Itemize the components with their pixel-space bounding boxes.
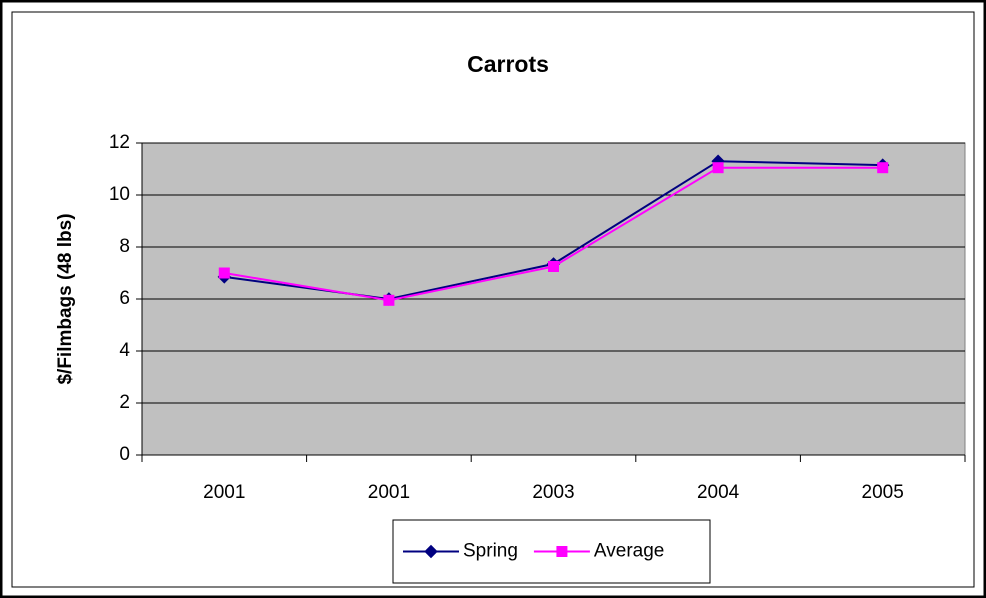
y-tick-label: 8 [119,236,130,257]
chart-title: Carrots [467,51,549,77]
legend-marker [424,544,438,559]
point [218,267,230,279]
y-tick-label: 0 [119,444,130,465]
x-tick-label: 2001 [368,482,410,503]
legend-label: Average [594,541,664,562]
legend-marker [556,546,568,557]
y-tick-label: 12 [109,132,130,153]
x-tick-label: 2001 [203,482,245,503]
y-tick-label: 6 [119,288,130,309]
point [712,162,724,174]
y-tick-label: 4 [119,340,130,361]
x-tick-label: 2005 [862,482,904,503]
point [877,162,889,174]
y-axis-label: $/Filmbags (48 lbs) [55,213,76,384]
y-tick-label: 2 [119,392,130,413]
point [548,261,559,272]
x-tick-label: 2003 [532,482,574,503]
point [383,294,395,306]
x-tick-label: 2004 [697,482,740,503]
legend-label: Spring [463,541,518,562]
y-tick-label: 10 [109,184,130,205]
